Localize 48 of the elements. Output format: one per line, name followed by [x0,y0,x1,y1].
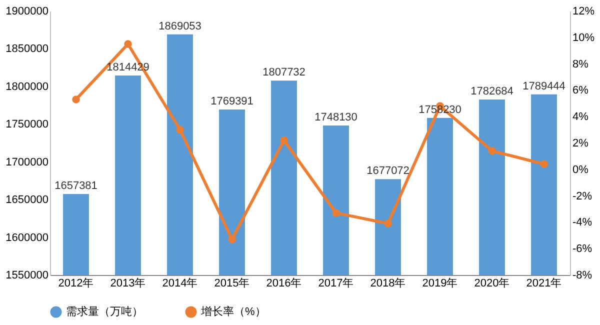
y-tick-label: 1800000 [6,80,48,93]
point [176,126,184,134]
x-tick-label: 2020年 [474,278,510,290]
point [384,220,392,228]
y-tick-label: 1550000 [6,270,48,282]
data-label: 1657381 [54,180,98,192]
y2-tick-label: 12% [572,6,595,18]
x-tick-label: 2013年 [110,278,146,290]
y-tick-label: 1900000 [6,6,48,18]
legend-label: 增长率（%） [200,305,266,318]
data-label: 1807732 [262,66,306,79]
data-label: 1677072 [366,165,410,178]
point [488,147,496,155]
y-tick-label: 1650000 [6,194,48,206]
data-label: 1748130 [314,112,358,124]
y2-tick-label: 2% [572,138,589,150]
y2-tick-label: 8% [572,58,589,70]
x-tick-label: 2017年 [318,278,354,290]
point [280,136,288,144]
legend-label: 需求量（万吨） [66,305,143,318]
data-label: 1769391 [210,96,254,108]
y2-tick-label: -4% [572,216,592,229]
data-label: 1869053 [158,20,202,32]
point [124,40,132,48]
point [540,160,548,168]
x-tick-label: 2012年 [58,278,94,290]
y-tick-label: 1750000 [6,118,48,131]
y2-tick-label: -2% [572,190,592,202]
x-tick-label: 2016年 [266,278,302,290]
point [228,235,236,244]
point [332,209,340,217]
y2-tick-label: 6% [572,84,589,97]
x-tick-label: 2015年 [214,278,250,290]
y-tick-label: 1700000 [6,156,48,168]
x-tick-label: 2019年 [422,278,458,290]
point [72,96,80,104]
y2-tick-label: 0% [572,164,589,176]
data-label: 1789444 [522,80,566,92]
y-tick-label: 1850000 [6,43,48,56]
y2-tick-label: -8% [572,270,592,282]
y2-tick-label: -6% [572,243,592,256]
x-tick-label: 2021年 [526,278,562,290]
data-label: 1782684 [470,85,514,98]
y2-tick-label: 10% [572,32,595,44]
x-tick-label: 2014年 [162,278,198,290]
x-tick-label: 2018年 [370,278,406,290]
y-tick-label: 1600000 [6,232,48,244]
y2-tick-label: 4% [572,111,589,124]
